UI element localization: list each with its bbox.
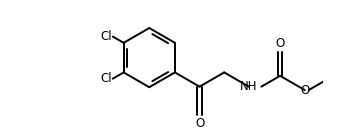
Text: O: O [276, 37, 285, 50]
Text: O: O [300, 84, 309, 97]
Text: O: O [195, 117, 204, 130]
Text: NH: NH [240, 80, 258, 93]
Text: Cl: Cl [100, 72, 112, 85]
Text: Cl: Cl [100, 30, 112, 43]
